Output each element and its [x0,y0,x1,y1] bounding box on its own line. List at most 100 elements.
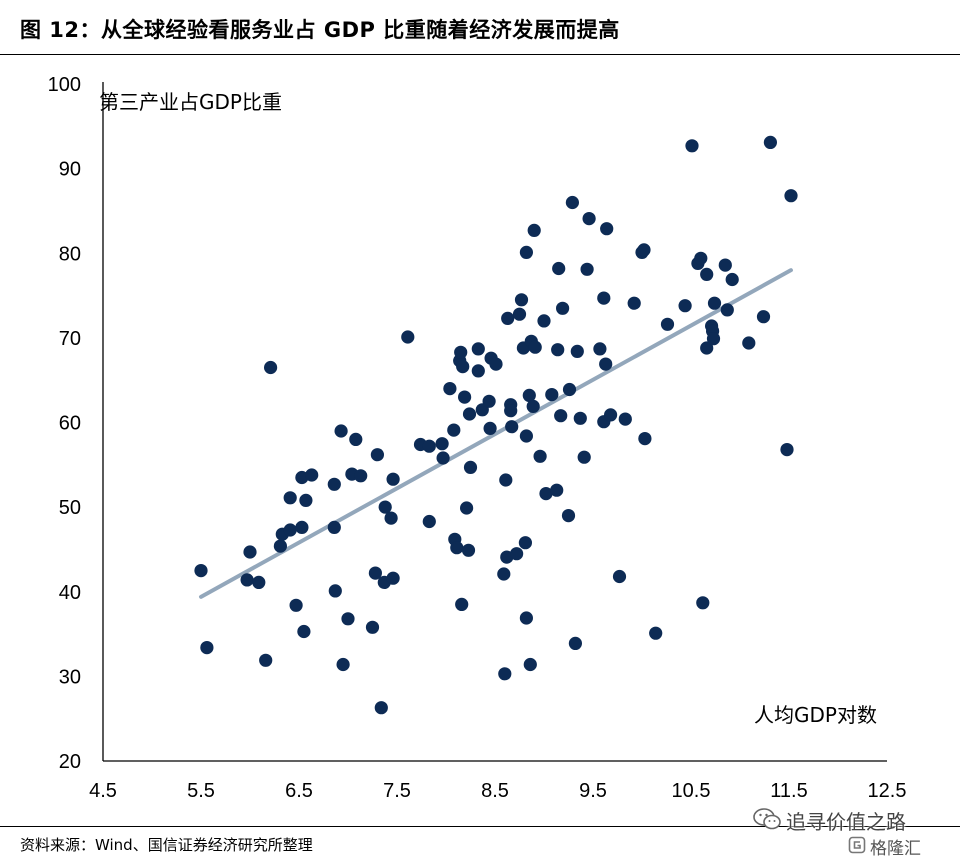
data-point [707,296,722,310]
data-point [456,360,470,374]
data-point [700,341,714,355]
data-point [499,473,513,487]
y-tick-label: 80 [59,243,81,265]
data-point [528,340,542,354]
y-tick-label: 70 [59,328,81,350]
data-point [570,344,584,358]
data-point [573,411,587,425]
figure-header: 图 12：从全球经验看服务业占 GDP 比重随着经济发展而提高 [0,0,960,56]
data-point [509,547,524,561]
data-point [450,541,464,555]
data-point [519,429,534,443]
data-point [526,399,540,413]
data-point [600,222,614,236]
data-point [483,421,497,435]
x-tick-label: 12.5 [868,780,907,802]
data-point [454,345,468,359]
data-points [194,135,798,715]
data-point [649,626,663,640]
scatter-chart: 20 30 40 50 60 70 80 90 100 4.5 5.5 6.5 7.5 8.5 9.5 10.… [48,74,907,802]
data-point [539,487,553,501]
x-tick-label: 6.5 [285,780,313,802]
data-point [505,420,519,434]
data-point [527,223,541,237]
x-tick-label: 4.5 [89,780,117,802]
y-tick-label: 40 [59,582,81,604]
data-point [447,423,461,437]
data-point [365,620,380,634]
data-point [562,382,577,397]
data-point [706,332,721,346]
data-point [240,573,254,587]
data-point [349,432,363,446]
y-tick-label: 20 [59,751,81,773]
data-point [537,314,551,328]
data-point [455,597,469,612]
data-point [435,437,449,451]
data-point [386,571,400,585]
data-point [580,262,594,276]
data-point [283,523,297,537]
data-point [194,564,208,578]
data-point [299,493,313,507]
data-point [612,569,627,584]
data-point [471,364,485,378]
data-point [518,536,533,550]
data-point [370,448,384,462]
data-point [497,567,511,581]
data-point [471,342,485,356]
data-point [386,472,400,486]
data-point [763,135,778,149]
data-point [597,291,611,305]
data-point [295,520,309,534]
watermark-text: 追寻价值之路 [786,810,906,834]
x-tick-label: 10.5 [672,780,711,802]
data-point [742,336,756,350]
data-point [273,539,287,553]
data-point [519,611,534,625]
data-point [297,624,311,639]
data-point [243,545,257,559]
data-point [463,460,478,474]
data-point [422,514,436,529]
x-tick-label: 9.5 [579,780,607,802]
data-point [561,509,576,523]
data-point [252,575,266,590]
data-point [458,390,472,404]
data-point [259,653,273,667]
data-point [334,424,348,438]
x-tick-label: 8.5 [481,780,509,802]
data-point [401,330,415,344]
data-point [694,251,708,265]
data-point [678,299,692,313]
chart-axes [102,82,887,762]
data-point [501,311,515,325]
y-tick-label: 90 [59,159,81,181]
data-point [565,195,580,210]
trend-line-group [199,268,793,599]
data-point [327,520,341,534]
data-point [462,407,477,421]
data-point [374,701,388,715]
data-point [264,360,278,375]
data-point [784,189,798,203]
data-point [514,293,529,307]
data-point [637,243,651,257]
data-point [582,212,596,226]
data-point [519,245,534,259]
data-point [341,612,355,626]
data-point [354,469,368,483]
data-point [523,657,537,672]
data-point [289,598,303,612]
data-point [685,139,699,153]
data-point [725,272,739,287]
data-point [577,450,591,464]
data-point [554,409,568,423]
x-axis-title: 人均GDP对数 [754,703,877,727]
data-point [461,543,476,557]
watermark-sub-text: 格隆汇 [870,839,921,859]
data-point [504,404,518,418]
data-point [604,408,618,422]
data-point [489,357,503,371]
data-point [522,388,536,402]
